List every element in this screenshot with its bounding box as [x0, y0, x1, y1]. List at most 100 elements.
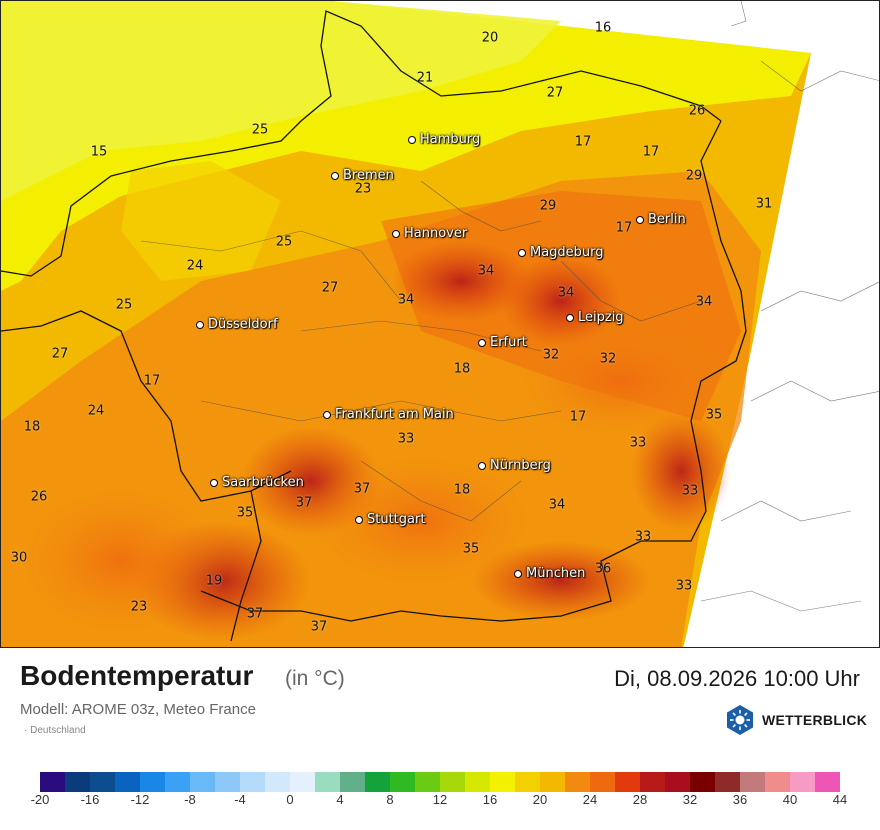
scale-tick-label: 20 [532, 792, 548, 807]
color-swatch [240, 772, 265, 792]
scale-tick-label: 44 [832, 792, 848, 807]
temperature-value: 29 [685, 168, 703, 184]
city-dot-icon [210, 478, 218, 487]
temperature-value: 17 [574, 134, 592, 150]
scale-tick-label: 28 [632, 792, 648, 807]
city-marker: Bremen [331, 168, 394, 183]
color-swatch [690, 772, 715, 792]
color-swatch [790, 772, 815, 792]
temperature-value: 37 [310, 619, 328, 635]
temperature-value: 18 [453, 361, 471, 377]
temperature-value: 27 [51, 346, 69, 362]
map-title: Bodentemperatur [20, 660, 254, 691]
city-dot-icon [331, 171, 339, 180]
city-marker: Nürnberg [478, 458, 551, 473]
temperature-value: 20 [481, 30, 499, 46]
color-swatch [715, 772, 740, 792]
wetterblick-logo-icon [727, 705, 753, 735]
color-swatch [615, 772, 640, 792]
city-name: Düsseldorf [208, 317, 278, 332]
scale-tick-label: 16 [482, 792, 498, 807]
temperature-value: 34 [557, 285, 575, 301]
city-dot-icon [355, 515, 363, 524]
city-marker: Magdeburg [518, 245, 604, 260]
brand-logo[interactable]: WETTERBLICK [724, 704, 867, 736]
scale-tick-label: -8 [184, 792, 196, 807]
scale-tick-label: 4 [336, 792, 344, 807]
city-marker: Stuttgart [355, 512, 425, 527]
temperature-value: 17 [569, 409, 587, 425]
temperature-value: 35 [705, 407, 723, 423]
unit-label: (in °C) [285, 667, 345, 690]
city-dot-icon [478, 338, 486, 347]
temperature-value: 37 [246, 606, 264, 622]
city-marker: Saarbrücken [210, 475, 304, 490]
city-dot-icon [636, 215, 644, 224]
temperature-value: 35 [462, 541, 480, 557]
color-swatch [440, 772, 465, 792]
color-swatch [365, 772, 390, 792]
city-name: München [526, 566, 586, 581]
city-name: Frankfurt am Main [335, 407, 454, 422]
color-swatch [265, 772, 290, 792]
temperature-value: 26 [30, 489, 48, 505]
temperature-value: 24 [186, 258, 204, 274]
city-marker: Erfurt [478, 335, 527, 350]
temperature-value: 33 [634, 529, 652, 545]
temperature-value: 19 [205, 573, 223, 589]
temperature-value: 31 [755, 196, 773, 212]
temperature-value: 35 [236, 505, 254, 521]
city-marker: Düsseldorf [196, 317, 278, 332]
temperature-value: 18 [23, 419, 41, 435]
temperature-value: 25 [115, 297, 133, 313]
scale-tick-label: 8 [386, 792, 394, 807]
city-dot-icon [514, 569, 522, 578]
city-dot-icon [566, 313, 574, 322]
color-swatch [740, 772, 765, 792]
temperature-value: 17 [143, 373, 161, 389]
temperature-value: 34 [397, 292, 415, 308]
city-name: Erfurt [490, 335, 527, 350]
scale-tick-label: 12 [432, 792, 448, 807]
color-swatch [490, 772, 515, 792]
scale-tick-label: -12 [130, 792, 150, 807]
temperature-value: 25 [251, 122, 269, 138]
temperature-value: 16 [594, 20, 612, 36]
city-marker: Leipzig [566, 310, 624, 325]
temperature-value: 18 [453, 482, 471, 498]
temperature-value: 24 [87, 403, 105, 419]
color-swatch [190, 772, 215, 792]
city-dot-icon [478, 461, 486, 470]
temperature-field [1, 1, 879, 647]
scale-tick-label: -16 [80, 792, 100, 807]
scale-tick-label: 32 [682, 792, 698, 807]
temperature-value: 27 [321, 280, 339, 296]
color-swatch [290, 772, 315, 792]
temperature-value: 23 [130, 599, 148, 615]
city-marker: München [514, 566, 585, 581]
city-dot-icon [196, 320, 204, 329]
color-swatch [115, 772, 140, 792]
temperature-value: 33 [675, 578, 693, 594]
temperature-value: 17 [642, 144, 660, 160]
color-swatch [90, 772, 115, 792]
temperature-value: 21 [416, 70, 434, 86]
temperature-value: 30 [10, 550, 28, 566]
color-swatch [515, 772, 540, 792]
city-dot-icon [392, 229, 400, 238]
city-name: Bremen [343, 168, 394, 183]
city-marker: Hannover [392, 226, 467, 241]
region-label: · Deutschland [24, 725, 86, 736]
city-dot-icon [323, 410, 331, 419]
color-swatch [815, 772, 840, 792]
temperature-value: 33 [629, 435, 647, 451]
city-name: Hannover [404, 226, 468, 241]
scale-tick-label: 36 [732, 792, 748, 807]
city-marker: Frankfurt am Main [323, 407, 454, 422]
color-swatch [65, 772, 90, 792]
color-swatch [140, 772, 165, 792]
temperature-value: 37 [353, 481, 371, 497]
temperature-value: 26 [688, 103, 706, 119]
color-swatch [340, 772, 365, 792]
temperature-value: 15 [90, 144, 108, 160]
